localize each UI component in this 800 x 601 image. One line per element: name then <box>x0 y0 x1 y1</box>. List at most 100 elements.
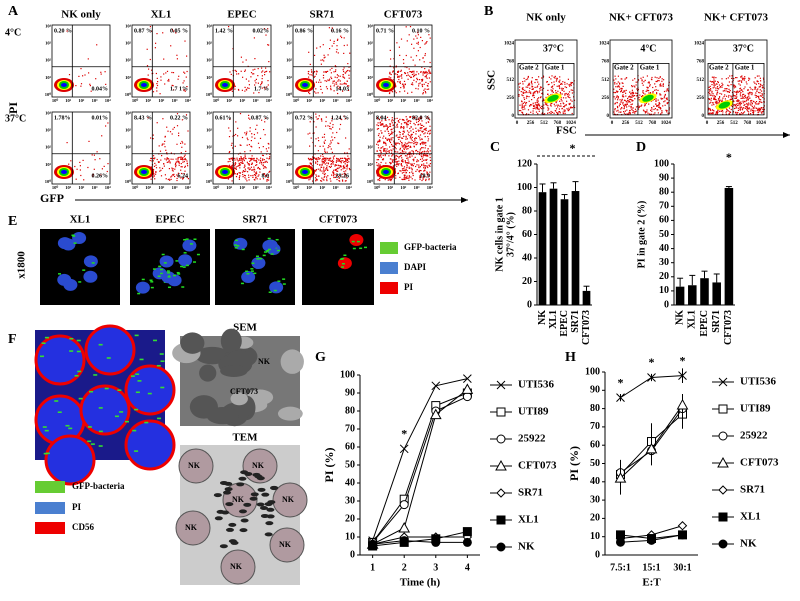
event-dot <box>336 160 337 161</box>
event-dot <box>339 128 340 129</box>
event-dot <box>341 169 342 170</box>
event-dot <box>325 140 326 141</box>
event-dot <box>380 154 381 155</box>
event-dot <box>711 105 712 106</box>
legend-label: GFP-bacteria <box>72 481 125 491</box>
event-dot <box>755 107 756 108</box>
event-dot <box>527 87 528 88</box>
event-dot <box>756 91 757 92</box>
event-dot <box>389 141 390 142</box>
event-dot <box>158 161 159 162</box>
event-dot <box>402 143 403 144</box>
event-dot <box>723 90 724 91</box>
event-dot <box>321 119 322 120</box>
event-dot <box>316 74 317 75</box>
event-dot <box>413 143 414 144</box>
legend-swatch <box>380 242 398 254</box>
legend-swatch <box>35 481 65 493</box>
event-dot <box>410 126 411 127</box>
event-dot <box>248 118 249 119</box>
event-dot <box>524 108 525 109</box>
bacterium <box>225 487 233 491</box>
event-dot <box>423 160 424 161</box>
event-dot <box>406 75 407 76</box>
event-dot <box>736 92 737 93</box>
event-dot <box>387 117 388 118</box>
event-dot <box>318 169 319 170</box>
event-dot <box>530 112 531 113</box>
event-dot <box>760 99 761 100</box>
event-dot <box>242 62 243 63</box>
event-dot <box>236 73 237 74</box>
event-dot <box>424 170 425 171</box>
event-dot <box>251 170 252 171</box>
event-dot <box>403 145 404 146</box>
event-dot <box>407 93 408 94</box>
event-dot <box>657 105 658 106</box>
event-dot <box>415 124 416 125</box>
event-dot <box>422 93 423 94</box>
event-dot <box>187 165 188 166</box>
event-dot <box>430 73 431 74</box>
event-dot <box>757 81 758 82</box>
event-dot <box>405 142 406 143</box>
event-dot <box>739 109 740 110</box>
event-dot <box>156 73 157 74</box>
event-dot <box>425 142 426 143</box>
event-dot <box>407 165 408 166</box>
quadrant-value: 0.16 % <box>331 28 349 34</box>
event-dot <box>420 149 421 150</box>
event-dot <box>402 172 403 173</box>
event-dot <box>412 155 413 156</box>
event-dot <box>389 119 390 120</box>
event-dot <box>261 82 262 83</box>
event-dot <box>403 128 404 129</box>
event-dot <box>710 90 711 91</box>
event-dot <box>261 162 262 163</box>
event-dot <box>418 85 419 86</box>
event-dot <box>168 79 169 80</box>
event-dot <box>236 166 237 167</box>
event-dot <box>395 147 396 148</box>
event-dot <box>257 178 258 179</box>
event-dot <box>395 122 396 123</box>
panel-label: F <box>8 332 17 347</box>
bacterium <box>229 539 237 543</box>
event-dot <box>186 77 187 78</box>
axis-tick-label: 10¹ <box>286 75 293 80</box>
event-dot <box>97 151 98 152</box>
event-dot <box>561 89 562 90</box>
event-dot <box>171 168 172 169</box>
legend-label: NK <box>740 538 757 550</box>
event-dot <box>349 53 350 54</box>
panel-label: B <box>484 4 493 19</box>
bacterium <box>54 400 58 402</box>
event-dot <box>522 95 523 96</box>
event-dot <box>738 81 739 82</box>
event-dot <box>337 160 338 161</box>
event-dot <box>749 98 750 99</box>
panel-label: H <box>565 350 576 365</box>
event-dot <box>735 108 736 109</box>
event-dot <box>537 86 538 87</box>
event-dot <box>242 90 243 91</box>
event-dot <box>395 143 396 144</box>
event-dot <box>236 176 237 177</box>
event-dot <box>339 159 340 160</box>
event-dot <box>384 142 385 143</box>
event-dot <box>745 106 746 107</box>
event-dot <box>634 111 635 112</box>
legend-label: 25922 <box>518 433 546 445</box>
event-dot <box>345 159 346 160</box>
event-dot <box>407 178 408 179</box>
event-dot <box>761 112 762 113</box>
event-dot <box>415 166 416 167</box>
bacterium <box>177 273 180 275</box>
event-dot <box>759 109 760 110</box>
event-dot <box>643 110 644 111</box>
axis-tick-label: 10⁰ <box>213 98 220 103</box>
event-dot <box>421 142 422 143</box>
event-dot <box>528 76 529 77</box>
event-dot <box>346 83 347 84</box>
event-dot <box>172 159 173 160</box>
